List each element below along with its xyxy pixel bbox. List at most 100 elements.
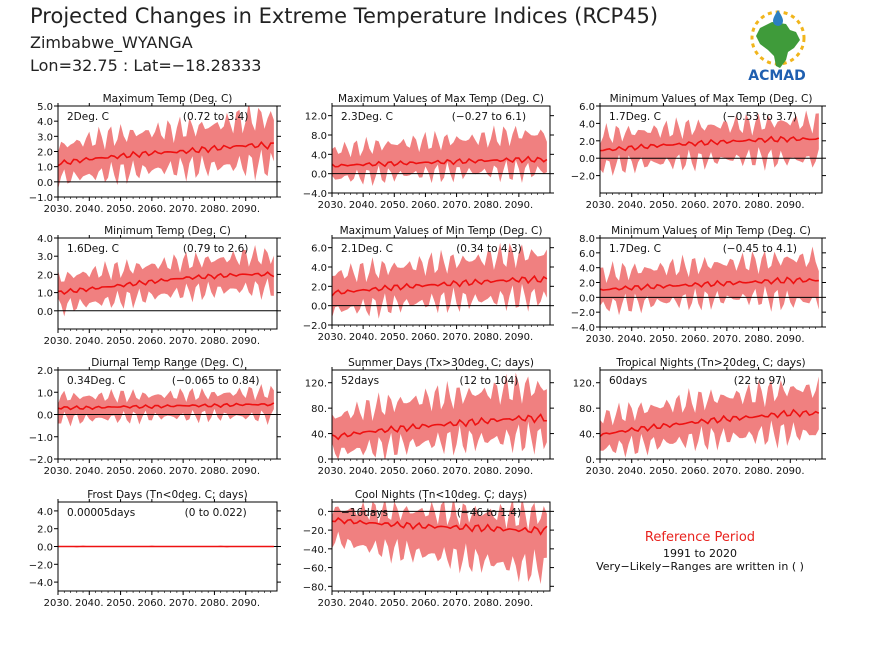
x-tick-label: 2030.: [44, 204, 73, 215]
y-tick-label: 2.0: [37, 366, 53, 377]
x-tick-label: 2030.: [318, 598, 347, 609]
panel-range: (−0.53 to 3.7): [723, 111, 797, 123]
y-tick-label: −4.0: [571, 323, 595, 334]
panel-summary: −16days: [341, 507, 388, 519]
x-tick-label: 2060.: [681, 466, 710, 477]
likely-range-band: [332, 125, 547, 187]
chart-panel: 2030. 2040. 2050. 2060. 2070. 2080. 2090. −1.0 0…: [29, 93, 281, 215]
x-tick-label: 2040.: [75, 466, 104, 477]
x-tick-label: 2080.: [200, 204, 229, 215]
panel-range: (−0.45 to 4.1): [723, 243, 797, 255]
x-tick-label: 2030.: [44, 336, 73, 347]
y-tick-label: 4.0: [311, 263, 327, 274]
x-tick-label: 2050.: [106, 598, 135, 609]
y-tick-label: −2.0: [571, 308, 595, 319]
water-drop-icon: [773, 10, 783, 26]
x-tick-label: 2030.: [586, 466, 615, 477]
plot-area: [58, 384, 277, 427]
y-tick-label: 0.0: [37, 307, 53, 318]
x-tick-label: 2080.: [200, 336, 229, 347]
panel-title: Frost Days (Tn<0deg. C; days): [87, 489, 247, 501]
x-tick-label: 2090.: [231, 336, 260, 347]
panel-summary: 1.6Deg. C: [67, 243, 119, 255]
x-tick-label: 2080.: [473, 200, 502, 211]
y-tick-label: −80.: [303, 582, 327, 593]
panel-title: Summer Days (Tx>30deg. C; days): [348, 357, 534, 369]
y-tick-label: 4.0: [311, 150, 327, 161]
y-tick-label: 80.: [579, 404, 595, 415]
x-tick-label: 2080.: [744, 200, 773, 211]
plot-frame: [331, 501, 551, 592]
x-tick-label: 2080.: [473, 598, 502, 609]
mean-line: [332, 274, 548, 297]
y-tick-label: 0.0: [579, 293, 595, 304]
plot-area: [332, 242, 550, 319]
y-tick-label: 40.: [311, 430, 327, 441]
africa-map-logo-icon: [756, 22, 800, 68]
panel-summary: 52days: [341, 375, 379, 387]
x-tick-label: 2040.: [349, 598, 378, 609]
x-tick-label: 2070.: [169, 598, 198, 609]
y-tick-label: 8.0: [579, 234, 595, 245]
y-tick-label: 80.: [311, 404, 327, 415]
x-tick-label: 2060.: [411, 466, 440, 477]
y-tick-label: −4.0: [303, 189, 327, 200]
y-tick-label: 4.0: [37, 117, 53, 128]
x-tick-label: 2090.: [776, 334, 805, 345]
panel-range: (0 to 0.022): [185, 507, 247, 519]
panel-summary: 2Deg. C: [67, 111, 109, 123]
x-tick-label: 2040.: [75, 336, 104, 347]
plot-frame: [331, 369, 551, 460]
reference-period-years: 1991 to 2020: [662, 547, 738, 560]
y-tick-label: −4.0: [29, 578, 53, 589]
x-tick-label: 2050.: [649, 200, 678, 211]
y-tick-label: 2.0: [37, 270, 53, 281]
x-tick-label: 2030.: [318, 466, 347, 477]
panel-range: (−46 to 1.4): [457, 507, 521, 519]
x-tick-label: 2060.: [138, 336, 167, 347]
reference-period-title: Reference Period: [644, 530, 756, 545]
x-tick-label: 2030.: [318, 332, 347, 343]
x-tick-label: 2040.: [349, 332, 378, 343]
x-tick-label: 2090.: [231, 204, 260, 215]
y-tick-label: 2.0: [311, 282, 327, 293]
chart-panel: 2030. 2040. 2050. 2060. 2070. 2080. 2090. 0. 40.…: [305, 357, 554, 477]
x-tick-label: 2090.: [505, 466, 534, 477]
x-tick-label: 2030.: [44, 466, 73, 477]
y-tick-label: 1.0: [37, 289, 53, 300]
panel-title: Cool Nights (Tn<10deg. C; days): [355, 489, 527, 501]
y-tick-label: 2.0: [37, 525, 53, 536]
x-tick-label: 2050.: [649, 466, 678, 477]
x-tick-label: 2060.: [411, 332, 440, 343]
panel-title: Minimum Values of Min Temp (Deg. C): [611, 225, 811, 237]
panel-range: (−0.065 to 0.84): [172, 375, 260, 387]
panel-range: (12 to 104): [460, 375, 519, 387]
panel-summary: 0.00005days: [67, 507, 135, 519]
y-tick-label: 5.0: [37, 102, 53, 113]
plot-frame: [599, 105, 823, 194]
y-tick-label: 120.: [573, 379, 595, 390]
y-tick-label: 40.: [579, 430, 595, 441]
y-tick-label: 8.0: [311, 131, 327, 142]
x-tick-label: 2050.: [106, 204, 135, 215]
panel-title: Maximum Values of Min Temp (Deg. C): [340, 225, 543, 237]
panel-title: Minimum Values of Max Temp (Deg. C): [610, 93, 813, 105]
page-title: Projected Changes in Extreme Temperature…: [30, 4, 659, 28]
y-tick-label: 0.0: [311, 302, 327, 313]
mean-line: [58, 140, 274, 167]
chart-panel: 2030. 2040. 2050. 2060. 2070. 2080. 2090. −2.0 0…: [571, 93, 826, 211]
plot-area: [332, 125, 550, 187]
x-tick-label: 2060.: [411, 598, 440, 609]
x-tick-label: 2080.: [744, 466, 773, 477]
panel-range: (0.34 to 4.3): [456, 243, 522, 255]
x-tick-label: 2060.: [411, 200, 440, 211]
x-tick-label: 2090.: [231, 598, 260, 609]
x-tick-label: 2070.: [169, 204, 198, 215]
x-tick-label: 2090.: [505, 200, 534, 211]
x-tick-label: 2090.: [505, 598, 534, 609]
x-tick-label: 2080.: [744, 334, 773, 345]
x-tick-label: 2080.: [473, 466, 502, 477]
x-tick-label: 2090.: [231, 466, 260, 477]
chart-panel: 2030. 2040. 2050. 2060. 2070. 2080. 2090. 0. 40.…: [573, 357, 826, 477]
x-tick-label: 2060.: [138, 598, 167, 609]
